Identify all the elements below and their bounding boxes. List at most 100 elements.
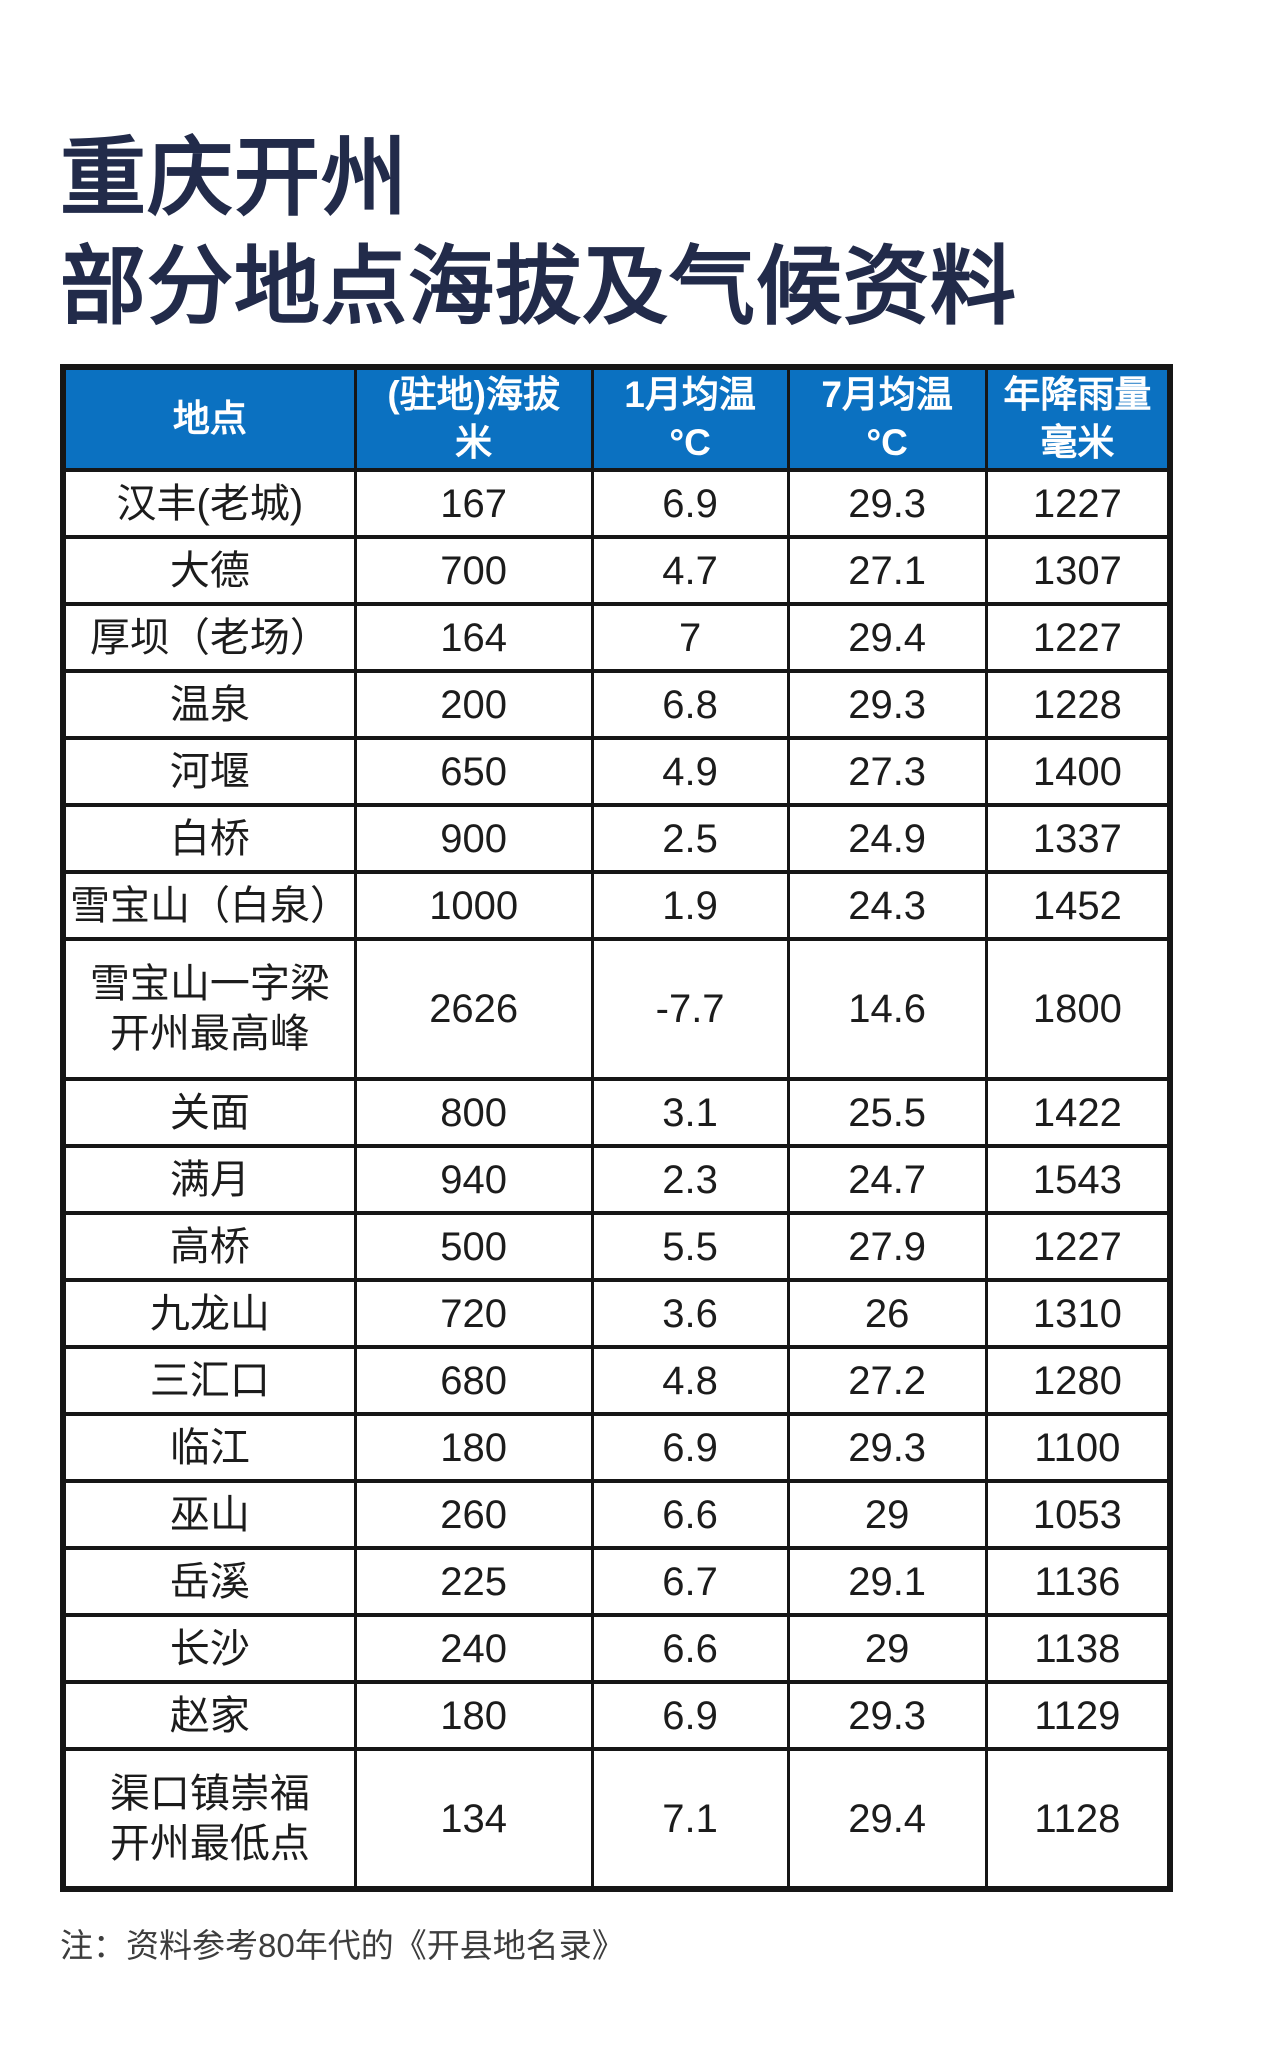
row-name-line: 大德: [169, 548, 250, 593]
elevation-cell: 700: [353, 535, 594, 606]
rainfall-cell: 1543: [984, 1144, 1172, 1215]
row-name-cell: 长沙: [61, 1613, 357, 1684]
jul-temp-cell: 29.4: [786, 1747, 988, 1891]
rainfall-cell: 1310: [984, 1278, 1172, 1349]
elevation-cell: 180: [353, 1680, 594, 1751]
table-body: 汉丰(老城) 167 6.9 29.3 1227 大德 700 4.7 27.1 1307 厚坝（老…: [61, 468, 1172, 1891]
elevation-cell: 1000: [353, 870, 594, 941]
column-label: 地点: [172, 398, 247, 439]
jan-temp-cell: 3.6: [590, 1278, 790, 1349]
elevation-cell: 240: [353, 1613, 594, 1684]
elevation-cell: 164: [353, 602, 594, 673]
row-name-line: 厚坝（老场）: [89, 615, 330, 660]
table-row: 渠口镇崇福 开州最低点 134 7.1 29.4 1128: [61, 1747, 1172, 1891]
jul-temp-cell: 24.3: [786, 870, 988, 941]
column-unit: °C: [669, 422, 711, 463]
table-row: 大德 700 4.7 27.1 1307: [61, 535, 1172, 606]
table-row: 岳溪 225 6.7 29.1 1136: [61, 1546, 1172, 1617]
row-name-line: 河堰: [169, 749, 250, 794]
jan-temp-cell: 2.3: [590, 1144, 790, 1215]
header-cell-location: 地点: [61, 365, 357, 472]
climate-table: 地点 (驻地)海拔 米 1月均温 °C 7月均温 °C 年降雨量 毫米: [60, 364, 1173, 1892]
row-name-line: 巫山: [169, 1492, 250, 1537]
jul-temp-cell: 29.3: [786, 468, 988, 539]
row-name-line: 雪宝山一字梁: [89, 962, 330, 1006]
jan-temp-cell: 6.6: [590, 1613, 790, 1684]
jul-temp-cell: 29.3: [786, 1680, 988, 1751]
jan-temp-cell: 3.1: [590, 1077, 790, 1148]
row-name-cell: 雪宝山一字梁 开州最高峰: [61, 937, 357, 1081]
elevation-cell: 900: [353, 803, 594, 874]
row-name-line: 雪宝山（白泉）: [70, 883, 350, 928]
page-title-line-2: 部分地点海拔及气候资料: [60, 239, 1017, 335]
table-row: 临江 180 6.9 29.3 1100: [61, 1412, 1172, 1483]
rainfall-cell: 1100: [984, 1412, 1172, 1483]
footnote: 注：资料参考80年代的《开县地名录》: [60, 1927, 625, 1964]
jul-temp-cell: 27.1: [786, 535, 988, 606]
row-name-cell: 三汇口: [61, 1345, 357, 1416]
row-name-cell: 白桥: [61, 803, 357, 874]
rainfall-cell: 1129: [984, 1680, 1172, 1751]
jan-temp-cell: -7.7: [590, 937, 790, 1081]
rainfall-cell: 1053: [984, 1479, 1172, 1550]
jul-temp-cell: 29.1: [786, 1546, 988, 1617]
elevation-cell: 180: [353, 1412, 594, 1483]
jan-temp-cell: 6.9: [590, 468, 790, 539]
rainfall-cell: 1422: [984, 1077, 1172, 1148]
row-name-cell: 关面: [61, 1077, 357, 1148]
table-row: 巫山 260 6.6 29 1053: [61, 1479, 1172, 1550]
header-cell-rainfall: 年降雨量 毫米: [984, 365, 1172, 472]
row-name-line: 高桥: [169, 1224, 250, 1269]
jan-temp-cell: 4.9: [590, 736, 790, 807]
row-name-line: 三汇口: [149, 1358, 270, 1403]
row-name-line: 九龙山: [149, 1291, 270, 1336]
jul-temp-cell: 27.3: [786, 736, 988, 807]
row-name-cell: 河堰: [61, 736, 357, 807]
header-cell-elevation: (驻地)海拔 米: [353, 365, 594, 472]
elevation-cell: 2626: [353, 937, 594, 1081]
rainfall-cell: 1227: [984, 1211, 1172, 1282]
table-row: 白桥 900 2.5 24.9 1337: [61, 803, 1172, 874]
jan-temp-cell: 6.9: [590, 1412, 790, 1483]
table-row: 关面 800 3.1 25.5 1422: [61, 1077, 1172, 1148]
rainfall-cell: 1337: [984, 803, 1172, 874]
jul-temp-cell: 25.5: [786, 1077, 988, 1148]
table-row: 河堰 650 4.9 27.3 1400: [61, 736, 1172, 807]
row-name-cell: 九龙山: [61, 1278, 357, 1349]
table-header: 地点 (驻地)海拔 米 1月均温 °C 7月均温 °C 年降雨量 毫米: [61, 365, 1172, 472]
rainfall-cell: 1452: [984, 870, 1172, 941]
row-name-line: 白桥: [169, 816, 250, 861]
jan-temp-cell: 6.9: [590, 1680, 790, 1751]
jan-temp-cell: 7: [590, 602, 790, 673]
table-row: 长沙 240 6.6 29 1138: [61, 1613, 1172, 1684]
table-row: 九龙山 720 3.6 26 1310: [61, 1278, 1172, 1349]
rainfall-cell: 1800: [984, 937, 1172, 1081]
table-row: 雪宝山一字梁 开州最高峰 2626 -7.7 14.6 1800: [61, 937, 1172, 1081]
elevation-cell: 650: [353, 736, 594, 807]
elevation-cell: 800: [353, 1077, 594, 1148]
jan-temp-cell: 7.1: [590, 1747, 790, 1891]
header-row: 地点 (驻地)海拔 米 1月均温 °C 7月均温 °C 年降雨量 毫米: [61, 365, 1172, 472]
table-row: 雪宝山（白泉） 1000 1.9 24.3 1452: [61, 870, 1172, 941]
row-name-line: 满月: [169, 1157, 250, 1202]
jul-temp-cell: 24.9: [786, 803, 988, 874]
elevation-cell: 200: [353, 669, 594, 740]
elevation-cell: 680: [353, 1345, 594, 1416]
row-name-cell: 赵家: [61, 1680, 357, 1751]
rainfall-cell: 1227: [984, 468, 1172, 539]
jul-temp-cell: 29: [786, 1613, 988, 1684]
elevation-cell: 260: [353, 1479, 594, 1550]
row-name-cell: 渠口镇崇福 开州最低点: [61, 1747, 357, 1891]
row-name-line: 温泉: [169, 682, 250, 727]
elevation-cell: 134: [353, 1747, 594, 1891]
column-unit: 毫米: [1040, 422, 1115, 463]
row-name-cell: 满月: [61, 1144, 357, 1215]
table-row: 温泉 200 6.8 29.3 1228: [61, 669, 1172, 740]
rainfall-cell: 1307: [984, 535, 1172, 606]
row-name-cell: 温泉: [61, 669, 357, 740]
column-label: (驻地)海拔: [387, 374, 560, 415]
row-name-cell: 巫山: [61, 1479, 357, 1550]
jul-temp-cell: 27.9: [786, 1211, 988, 1282]
table-row: 高桥 500 5.5 27.9 1227: [61, 1211, 1172, 1282]
